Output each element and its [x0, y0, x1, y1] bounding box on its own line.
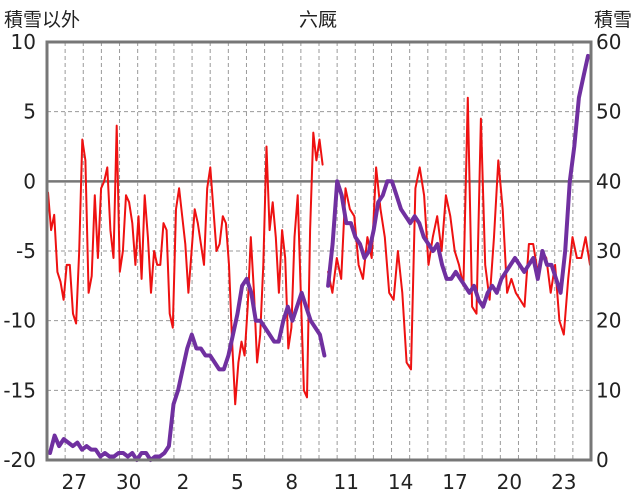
series-other-line — [47, 124, 324, 406]
x-tick-label: 8 — [285, 470, 298, 494]
left-axis-label: 積雪以外 — [4, 9, 80, 31]
left-tick-label: -5 — [16, 239, 36, 263]
right-tick-label: 20 — [596, 309, 621, 333]
right-tick-label: 40 — [596, 169, 621, 193]
right-tick-label: 0 — [596, 448, 609, 472]
x-tick-label: 17 — [442, 470, 467, 494]
x-tick-label: 11 — [333, 470, 358, 494]
x-tick-label: 27 — [61, 470, 86, 494]
right-axis-label: 積雪 — [594, 9, 632, 31]
right-tick-label: 50 — [596, 100, 621, 124]
x-tick-label: 2 — [177, 470, 190, 494]
left-tick-label: -20 — [3, 448, 36, 472]
series-snow-line — [48, 276, 327, 462]
plot-frame — [45, 40, 593, 462]
x-tick-label: 30 — [116, 470, 141, 494]
left-tick-label: 10 — [11, 30, 36, 54]
right-tick-label: 60 — [596, 30, 621, 54]
series-snow-line — [326, 53, 590, 309]
chart-title: 六厩 — [299, 9, 337, 31]
x-tick-label: 14 — [388, 470, 413, 494]
left-tick-label: -15 — [3, 378, 36, 402]
right-tick-label: 10 — [596, 378, 621, 402]
left-tick-label: 0 — [23, 169, 36, 193]
left-tick-label: 5 — [23, 100, 36, 124]
x-tick-label: 23 — [551, 470, 576, 494]
left-tick-label: -10 — [3, 309, 36, 333]
x-tick-label: 20 — [497, 470, 522, 494]
series-group — [47, 53, 591, 462]
right-tick-label: 30 — [596, 239, 621, 263]
x-tick-label: 5 — [231, 470, 244, 494]
